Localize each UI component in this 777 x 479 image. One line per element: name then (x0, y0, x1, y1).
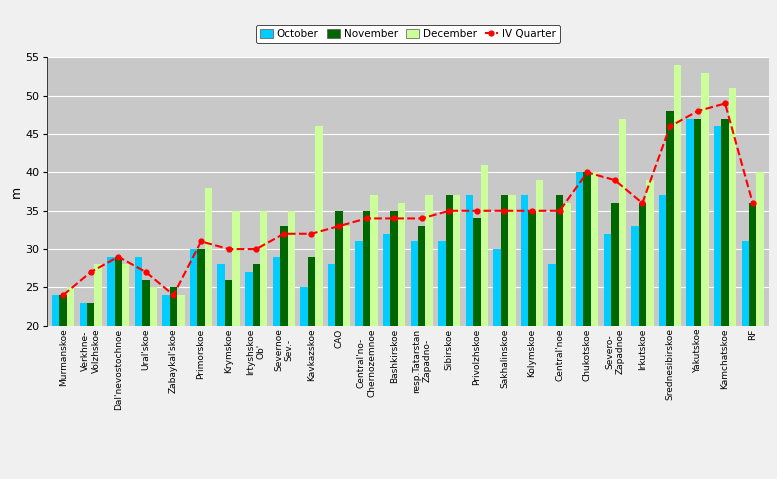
Bar (134, 257, 142, 479)
Bar (273, 257, 280, 479)
Bar (122, 264, 130, 479)
Bar (556, 195, 563, 479)
Bar (343, 226, 350, 479)
Bar (453, 195, 461, 479)
Bar (308, 257, 315, 479)
Bar (315, 126, 322, 479)
Bar (591, 172, 598, 479)
Bar (631, 226, 639, 479)
Bar (666, 111, 674, 479)
Bar (245, 272, 253, 479)
Bar (714, 126, 721, 479)
Bar (694, 119, 702, 479)
Bar (729, 88, 737, 479)
Bar (260, 211, 267, 479)
Bar (426, 195, 433, 479)
Bar (60, 295, 67, 479)
Bar (410, 241, 418, 479)
Bar (67, 287, 75, 479)
Bar (563, 203, 571, 479)
Bar (756, 172, 764, 479)
Bar (749, 203, 756, 479)
Bar (328, 264, 335, 479)
Bar (473, 218, 481, 479)
Bar (721, 119, 729, 479)
Bar (169, 287, 177, 479)
Bar (674, 65, 681, 479)
Bar (528, 211, 536, 479)
Y-axis label: m: m (10, 185, 23, 198)
Bar (521, 195, 528, 479)
Bar (150, 287, 157, 479)
Bar (300, 287, 308, 479)
Bar (107, 257, 114, 479)
Bar (500, 195, 508, 479)
Bar (205, 188, 212, 479)
Bar (536, 180, 543, 479)
Bar (398, 203, 406, 479)
Bar (335, 211, 343, 479)
Bar (197, 249, 205, 479)
Bar (177, 295, 185, 479)
Bar (418, 226, 426, 479)
Bar (549, 264, 556, 479)
Bar (438, 241, 445, 479)
Bar (232, 211, 240, 479)
Bar (659, 195, 666, 479)
Bar (383, 234, 390, 479)
Bar (287, 211, 295, 479)
Bar (639, 203, 646, 479)
Bar (142, 280, 150, 479)
Bar (114, 257, 122, 479)
Bar (371, 195, 378, 479)
Bar (445, 195, 453, 479)
Bar (481, 165, 488, 479)
Bar (218, 264, 225, 479)
Bar (465, 195, 473, 479)
Bar (646, 180, 653, 479)
Bar (95, 264, 102, 479)
Bar (584, 172, 591, 479)
Bar (493, 249, 500, 479)
Bar (702, 73, 709, 479)
Bar (79, 303, 87, 479)
Bar (225, 280, 232, 479)
Bar (604, 234, 611, 479)
Bar (611, 203, 618, 479)
Bar (253, 264, 260, 479)
Bar (576, 172, 584, 479)
Bar (190, 249, 197, 479)
Bar (618, 119, 626, 479)
Bar (508, 195, 516, 479)
Bar (686, 119, 694, 479)
Legend: October, November, December, IV Quarter: October, November, December, IV Quarter (256, 25, 560, 44)
Bar (87, 303, 95, 479)
Bar (280, 226, 287, 479)
Bar (162, 295, 169, 479)
Bar (741, 241, 749, 479)
Bar (52, 295, 60, 479)
Bar (363, 211, 371, 479)
Bar (355, 241, 363, 479)
Bar (390, 211, 398, 479)
